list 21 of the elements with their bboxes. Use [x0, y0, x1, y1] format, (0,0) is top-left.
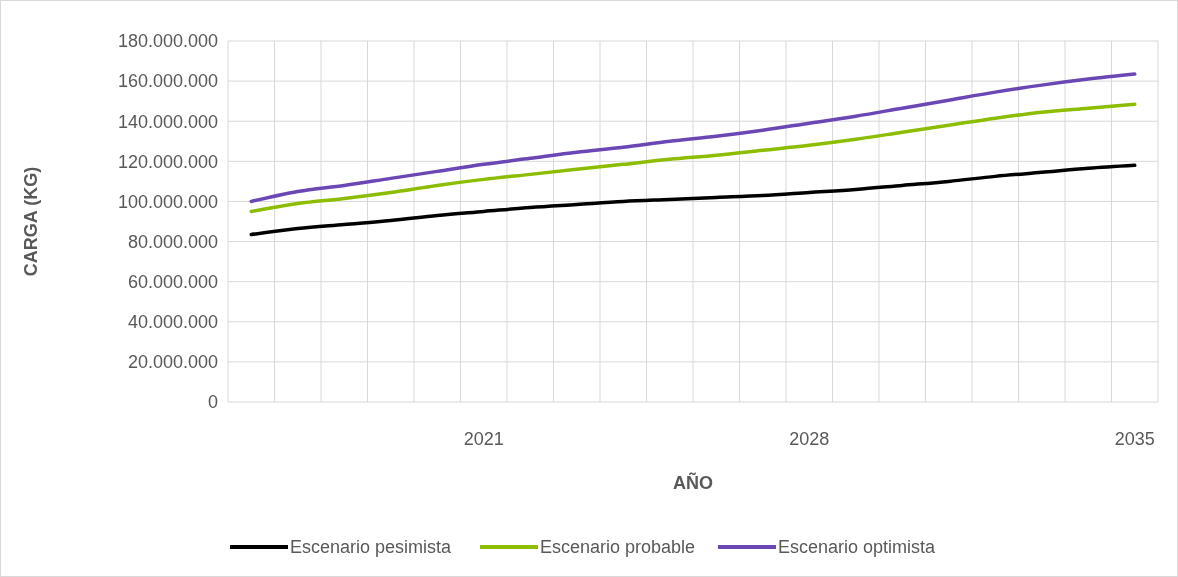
y-tick-label: 140.000.000 [117, 111, 218, 132]
y-tick-label: 0 [207, 392, 218, 413]
x-tick-label: 2021 [463, 429, 504, 449]
legend-label: Escenario probable [540, 537, 696, 558]
line-series [249, 102, 1137, 214]
line-series [249, 163, 1137, 237]
y-tick-label: 180.000.000 [117, 31, 218, 52]
legend-label: Escenario optimista [778, 537, 937, 558]
y-tick-label: 120.000.000 [117, 151, 218, 172]
y-tick-label: 60.000.000 [127, 271, 218, 292]
x-tick-label: 2028 [789, 429, 830, 449]
y-tick-label: 80.000.000 [127, 231, 218, 252]
x-axis-title: AÑO [673, 472, 713, 493]
legend-label: Escenario pesimista [290, 537, 453, 558]
x-tick-label: 2035 [1114, 429, 1155, 449]
line-series [249, 72, 1137, 204]
y-tick-label: 100.000.000 [117, 191, 218, 212]
y-tick-label: 20.000.000 [127, 352, 218, 373]
y-axis-title: CARGA (KG) [21, 166, 41, 277]
y-tick-label: 160.000.000 [117, 71, 218, 92]
y-tick-label: 40.000.000 [127, 312, 218, 333]
